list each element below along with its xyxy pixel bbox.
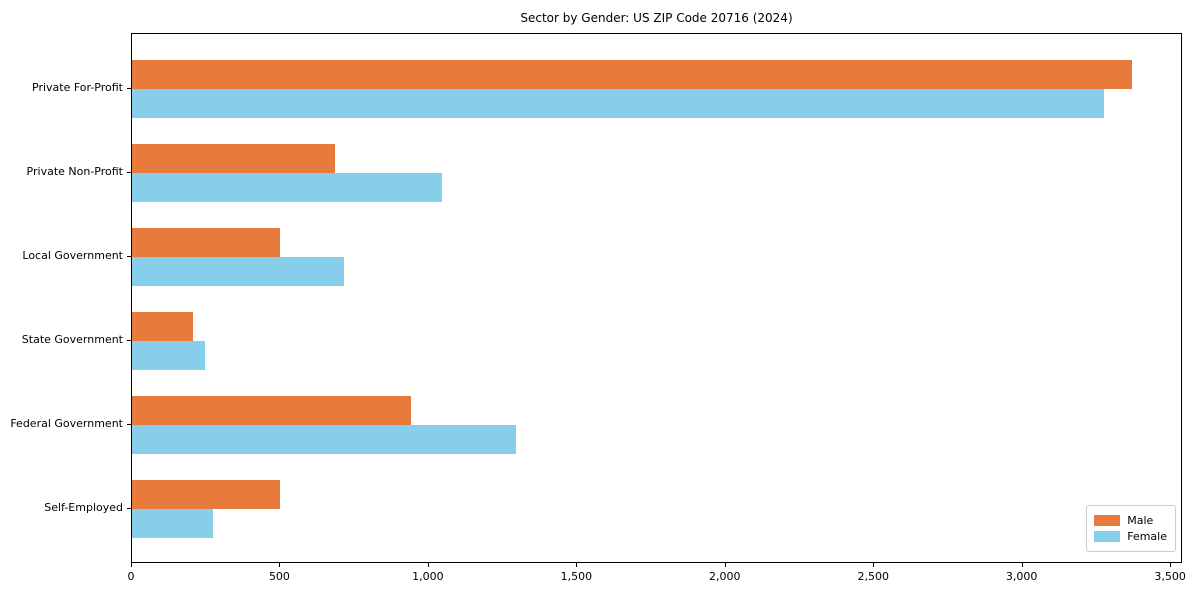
male-series-swatch <box>1094 515 1121 526</box>
x-tick-label: 3,500 <box>1154 570 1186 583</box>
x-tick-label: 500 <box>268 570 290 583</box>
chart-title: Sector by Gender: US ZIP Code 20716 (202… <box>520 11 793 25</box>
legend-label-female: Female <box>1127 530 1167 543</box>
bar-female-1 <box>132 89 1104 118</box>
legend-item-male: Male <box>1094 514 1167 527</box>
bar-male-1 <box>132 60 1133 89</box>
x-tick-mark <box>873 563 875 567</box>
bar-female-5 <box>132 425 516 454</box>
x-tick-mark <box>427 563 429 567</box>
legend: Male Female <box>1086 505 1176 552</box>
x-tick-mark <box>131 563 132 567</box>
y-axis-label: Private For-Profit <box>32 81 123 94</box>
bar-male-2 <box>132 144 335 173</box>
y-axis-label: Federal Government <box>10 417 123 430</box>
y-axis-label: Local Government <box>22 249 123 262</box>
bar-female-6 <box>132 509 214 538</box>
x-tick-label: 0 <box>127 570 135 583</box>
bar-female-3 <box>132 257 344 286</box>
x-tick-label: 3,000 <box>1005 570 1038 583</box>
y-axis-label: Self-Employed <box>44 501 123 514</box>
x-tick-label: 2,000 <box>709 570 741 583</box>
x-tick-mark <box>724 563 726 567</box>
bar-female-2 <box>132 173 442 202</box>
bar-male-4 <box>132 312 193 341</box>
x-tick-label: 1,000 <box>412 570 444 583</box>
legend-label-male: Male <box>1127 514 1154 527</box>
y-tick-mark <box>127 340 131 341</box>
bar-male-6 <box>132 480 281 509</box>
x-tick-mark <box>279 563 281 567</box>
bar-male-5 <box>132 396 411 425</box>
female-series-swatch <box>1094 531 1121 542</box>
x-tick-mark <box>1021 563 1023 567</box>
x-tick-label: 1,500 <box>560 570 593 583</box>
plot-area: Male Female <box>131 33 1182 563</box>
y-tick-mark <box>127 172 131 173</box>
y-tick-mark <box>127 508 131 509</box>
y-axis-label: State Government <box>21 333 123 346</box>
x-tick-mark <box>1170 563 1172 567</box>
y-tick-mark <box>127 424 131 425</box>
y-axis-label: Private Non-Profit <box>26 165 123 178</box>
bar-female-4 <box>132 341 205 370</box>
legend-item-female: Female <box>1094 530 1167 543</box>
x-tick-mark <box>576 563 578 567</box>
y-tick-mark <box>127 88 131 89</box>
x-tick-label: 2,500 <box>857 570 889 583</box>
y-tick-mark <box>127 256 131 257</box>
bar-male-3 <box>132 228 281 257</box>
